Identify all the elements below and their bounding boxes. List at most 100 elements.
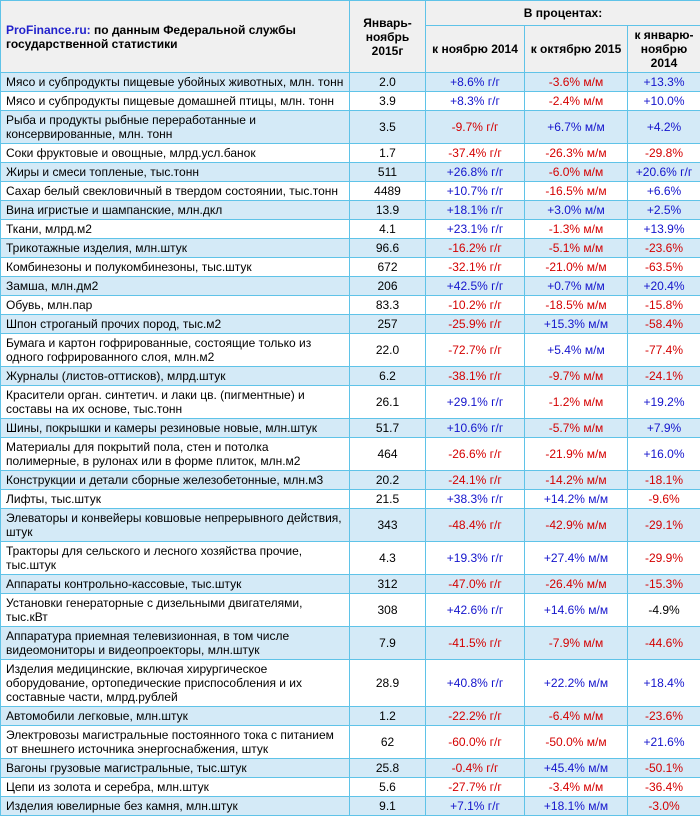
product-name-cell: Электровозы магистральные постоянного то… [1, 726, 350, 759]
mom-change-cell: -26.3% м/м [525, 144, 628, 163]
yoy-change-cell: -37.4% г/г [426, 144, 525, 163]
mom-change-cell: -9.7% м/м [525, 367, 628, 386]
yoy-change-cell: +42.5% г/г [426, 277, 525, 296]
product-name-cell: Конструкции и детали сборные железобетон… [1, 471, 350, 490]
ytd-change-cell: -23.6% [628, 707, 700, 726]
profinance-link[interactable]: ProFinance.ru: [6, 23, 91, 37]
value-cell: 5.6 [350, 778, 426, 797]
mom-change-cell: -14.2% м/м [525, 471, 628, 490]
yoy-change-cell: +7.1% г/г [426, 797, 525, 816]
yoy-change-cell: +26.8% г/г [426, 163, 525, 182]
table-row: Элеваторы и конвейеры ковшовые непрерывн… [1, 509, 700, 542]
mom-change-cell: +18.1% м/м [525, 797, 628, 816]
mom-change-cell: -3.4% м/м [525, 778, 628, 797]
table-row: Соки фруктовые и овощные, млрд.усл.банок… [1, 144, 700, 163]
yoy-change-cell: +8.6% г/г [426, 73, 525, 92]
value-cell: 511 [350, 163, 426, 182]
product-name-cell: Журналы (листов-оттисков), млрд.штук [1, 367, 350, 386]
yoy-change-cell: -10.2% г/г [426, 296, 525, 315]
yoy-change-cell: -48.4% г/г [426, 509, 525, 542]
ytd-change-cell: +18.4% [628, 660, 700, 707]
product-name-cell: Рыба и продукты рыбные переработанные и … [1, 111, 350, 144]
yoy-change-cell: -24.1% г/г [426, 471, 525, 490]
ytd-change-cell: +7.9% [628, 419, 700, 438]
yoy-change-cell: -16.2% г/г [426, 239, 525, 258]
product-name-cell: Трикотажные изделия, млн.штук [1, 239, 350, 258]
table-header: ProFinance.ru: по данным Федеральной слу… [1, 1, 700, 73]
ytd-change-cell: +21.6% [628, 726, 700, 759]
value-cell: 6.2 [350, 367, 426, 386]
source-header-cell: ProFinance.ru: по данным Федеральной слу… [1, 1, 350, 73]
ytd-change-cell: +13.3% [628, 73, 700, 92]
mom-column-header: к октябрю 2015 [525, 26, 628, 73]
ytd-change-cell: -9.6% [628, 490, 700, 509]
table-row: Бумага и картон гофрированные, состоящие… [1, 334, 700, 367]
ytd-change-cell: -23.6% [628, 239, 700, 258]
yoy-change-cell: -72.7% г/г [426, 334, 525, 367]
ytd-change-cell: -29.8% [628, 144, 700, 163]
ytd-change-cell: -18.1% [628, 471, 700, 490]
product-name-cell: Комбинезоны и полукомбинезоны, тыс.штук [1, 258, 350, 277]
ytd-change-cell: +4.2% [628, 111, 700, 144]
ytd-change-cell: -24.1% [628, 367, 700, 386]
table-row: Красители орган. синтетич. и лаки цв. (п… [1, 386, 700, 419]
ytd-change-cell: +13.9% [628, 220, 700, 239]
value-cell: 1.7 [350, 144, 426, 163]
yoy-change-cell: -41.5% г/г [426, 627, 525, 660]
value-cell: 83.3 [350, 296, 426, 315]
ytd-change-cell: -4.9% [628, 594, 700, 627]
value-cell: 312 [350, 575, 426, 594]
yoy-change-cell: +10.7% г/г [426, 182, 525, 201]
mom-change-cell: +14.6% м/м [525, 594, 628, 627]
ytd-change-cell: +10.0% [628, 92, 700, 111]
yoy-change-cell: +18.1% г/г [426, 201, 525, 220]
yoy-change-cell: -60.0% г/г [426, 726, 525, 759]
product-name-cell: Элеваторы и конвейеры ковшовые непрерывн… [1, 509, 350, 542]
mom-change-cell: -5.1% м/м [525, 239, 628, 258]
mom-change-cell: +22.2% м/м [525, 660, 628, 707]
value-cell: 4.3 [350, 542, 426, 575]
table-body: Мясо и субпродукты пищевые убойных живот… [1, 73, 700, 816]
yoy-change-cell: +10.6% г/г [426, 419, 525, 438]
value-cell: 22.0 [350, 334, 426, 367]
value-cell: 206 [350, 277, 426, 296]
yoy-change-cell: +8.3% г/г [426, 92, 525, 111]
product-name-cell: Шины, покрышки и камеры резиновые новые,… [1, 419, 350, 438]
mom-change-cell: -5.7% м/м [525, 419, 628, 438]
ytd-change-cell: -15.3% [628, 575, 700, 594]
product-name-cell: Изделия ювелирные без камня, млн.штук [1, 797, 350, 816]
ytd-change-cell: +20.4% [628, 277, 700, 296]
value-cell: 4489 [350, 182, 426, 201]
mom-change-cell: +5.4% м/м [525, 334, 628, 367]
yoy-change-cell: +40.8% г/г [426, 660, 525, 707]
product-name-cell: Обувь, млн.пар [1, 296, 350, 315]
yoy-column-header: к ноябрю 2014 [426, 26, 525, 73]
yoy-change-cell: -27.7% г/г [426, 778, 525, 797]
table-row: Мясо и субпродукты пищевые убойных живот… [1, 73, 700, 92]
product-name-cell: Бумага и картон гофрированные, состоящие… [1, 334, 350, 367]
table-row: Материалы для покрытий пола, стен и пото… [1, 438, 700, 471]
ytd-change-cell: -44.6% [628, 627, 700, 660]
table-row: Сахар белый свекловичный в твердом состо… [1, 182, 700, 201]
mom-change-cell: -42.9% м/м [525, 509, 628, 542]
value-cell: 28.9 [350, 660, 426, 707]
mom-change-cell: +45.4% м/м [525, 759, 628, 778]
product-name-cell: Материалы для покрытий пола, стен и пото… [1, 438, 350, 471]
ytd-change-cell: -77.4% [628, 334, 700, 367]
ytd-change-cell: +20.6% г/г [628, 163, 700, 182]
value-cell: 3.5 [350, 111, 426, 144]
product-name-cell: Красители орган. синтетич. и лаки цв. (п… [1, 386, 350, 419]
mom-change-cell: -6.0% м/м [525, 163, 628, 182]
mom-change-cell: -21.0% м/м [525, 258, 628, 277]
ytd-change-cell: +19.2% [628, 386, 700, 419]
mom-change-cell: -50.0% м/м [525, 726, 628, 759]
value-cell: 96.6 [350, 239, 426, 258]
